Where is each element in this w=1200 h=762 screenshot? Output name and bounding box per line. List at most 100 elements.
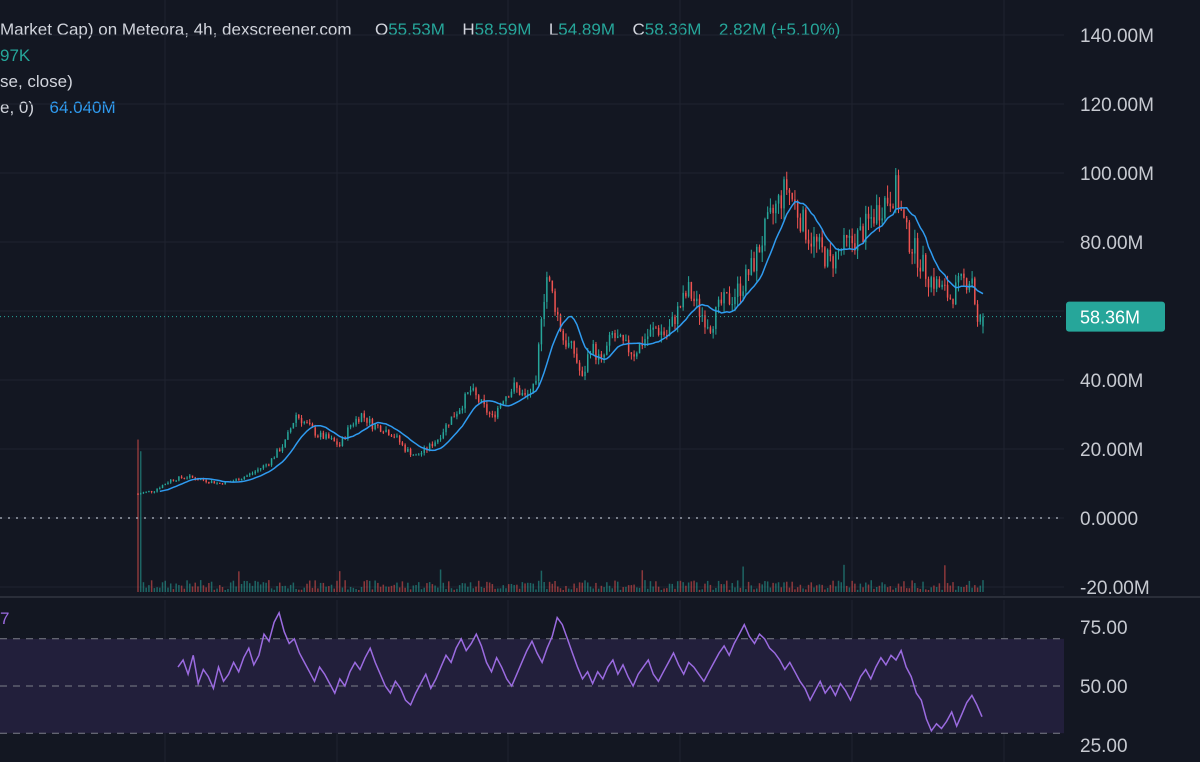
volume-bar <box>472 588 475 592</box>
candle-body <box>418 454 420 456</box>
candle-body <box>445 424 447 433</box>
candle-body <box>393 436 395 438</box>
candle-body <box>319 432 322 437</box>
volume-bar <box>892 589 894 592</box>
candle-body <box>616 336 619 338</box>
candle-body <box>638 343 641 354</box>
rsi-panel <box>0 610 1064 734</box>
volume-bar <box>843 564 845 592</box>
volume-legend-value: 97K <box>0 46 31 65</box>
volume-bar <box>167 587 169 592</box>
volume-bar <box>734 587 736 592</box>
volume-bar <box>578 582 581 592</box>
volume-bar <box>298 589 300 592</box>
volume-bar <box>821 584 823 592</box>
candle-body <box>933 277 935 289</box>
volume-bar <box>390 585 393 592</box>
candle-body <box>330 437 333 439</box>
volume-bar <box>848 587 851 592</box>
candle-body <box>957 276 960 283</box>
volume-bar <box>745 589 747 592</box>
candle-body <box>458 410 461 414</box>
chart-header: Market Cap) on Meteora, 4h, dexscreener.… <box>0 20 840 40</box>
rsi-axis-tick-label: 25.00 <box>1080 736 1128 757</box>
candle-body <box>905 217 908 223</box>
candle-body <box>524 393 526 395</box>
volume-bar <box>518 588 521 592</box>
candle-body <box>306 421 308 423</box>
volume-bar <box>671 583 674 592</box>
volume-bar <box>551 583 554 592</box>
volume-bar <box>753 589 755 592</box>
candle-body <box>396 435 398 437</box>
candle-body <box>606 345 608 355</box>
candle-body <box>826 249 829 267</box>
volume-bar <box>595 582 597 592</box>
candle-body <box>191 475 194 478</box>
volume-bar <box>851 580 853 592</box>
volume-bar <box>349 586 352 592</box>
ma-legend-params2: e, 0) <box>0 98 35 117</box>
volume-bar <box>249 583 251 592</box>
candle-body <box>268 464 270 466</box>
price-y-axis[interactable]: 140.00M 120.00M 100.00M 80.00M 40.00M 20.00M 0… <box>1066 26 1165 599</box>
candle-body <box>810 243 813 247</box>
rsi-y-axis[interactable]: 75.00 50.00 25.00 <box>1080 618 1128 757</box>
candle-body <box>235 479 237 481</box>
volume-bar <box>666 588 668 592</box>
volume-bar <box>627 585 630 592</box>
price-axis-tick-label: 0.0000 <box>1080 509 1138 530</box>
volume-bar <box>278 582 281 592</box>
volume-bar <box>415 585 417 592</box>
candle-body <box>652 327 654 330</box>
volume-bar <box>720 584 723 592</box>
volume-bar <box>935 586 938 592</box>
rsi-line <box>177 610 983 733</box>
volume-bar <box>567 588 570 592</box>
candle-body <box>715 306 717 329</box>
volume-bar <box>202 585 205 592</box>
candle-body <box>385 429 387 433</box>
candle-body <box>238 479 240 481</box>
candle-body <box>895 175 897 209</box>
candle-body <box>186 477 188 479</box>
candle-body <box>837 250 840 252</box>
volume-bar <box>371 589 374 592</box>
candle-body <box>251 473 254 475</box>
volume-bar <box>259 584 262 592</box>
candle-body <box>363 413 365 418</box>
price-axis-tick-label: 80.00M <box>1080 233 1143 254</box>
candle-body <box>685 292 687 297</box>
volume-bar <box>475 586 477 592</box>
volume-bar <box>423 587 425 592</box>
volume-bar <box>938 583 941 592</box>
volume-bar <box>322 582 325 592</box>
candle-body <box>265 464 267 466</box>
candle-body <box>300 418 303 424</box>
candle-body <box>595 343 597 360</box>
candle-body <box>671 316 674 327</box>
volume-bar <box>153 588 156 592</box>
candle-body <box>461 408 464 411</box>
candle-body <box>897 175 900 210</box>
volume-bar <box>491 584 494 592</box>
volume-bar <box>679 580 682 592</box>
volume-bar <box>393 584 395 592</box>
ma-legend-value: 64.040M <box>49 98 116 117</box>
candle-body <box>807 239 810 244</box>
volume-bar <box>687 582 690 592</box>
volume-bar <box>766 581 769 592</box>
candle-body <box>649 329 652 337</box>
volume-bar <box>404 587 406 592</box>
candle-body <box>736 283 739 297</box>
candle-body <box>728 293 731 305</box>
candle-body <box>829 249 832 257</box>
volume-bar <box>235 586 237 592</box>
volume-bar <box>777 582 780 592</box>
volume-bar <box>758 583 761 592</box>
volume-bar <box>418 582 420 592</box>
candle-body <box>322 432 325 439</box>
volume-bar <box>507 584 510 592</box>
